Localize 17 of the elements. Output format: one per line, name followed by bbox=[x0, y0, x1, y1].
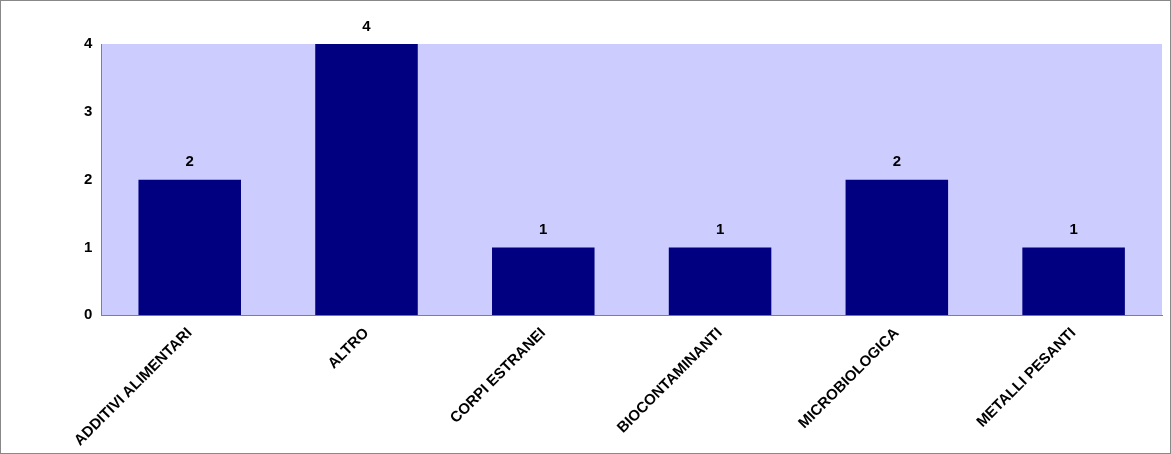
data-label: 2 bbox=[892, 152, 902, 170]
data-label: 1 bbox=[1069, 220, 1078, 238]
bar bbox=[138, 179, 241, 316]
y-tick-label: 3 bbox=[84, 101, 93, 119]
y-tick-label: 4 bbox=[84, 34, 93, 52]
data-label: 4 bbox=[362, 16, 372, 34]
bar bbox=[492, 247, 595, 316]
data-label: 2 bbox=[185, 152, 194, 170]
bar bbox=[845, 179, 949, 316]
bar bbox=[315, 44, 418, 316]
data-label: 1 bbox=[539, 220, 548, 238]
bar bbox=[1022, 247, 1125, 316]
y-tick-label: 1 bbox=[84, 237, 93, 255]
y-tick-label: 0 bbox=[84, 305, 93, 323]
data-label: 1 bbox=[715, 220, 725, 238]
y-tick-label: 2 bbox=[84, 169, 93, 187]
bar bbox=[668, 247, 772, 316]
